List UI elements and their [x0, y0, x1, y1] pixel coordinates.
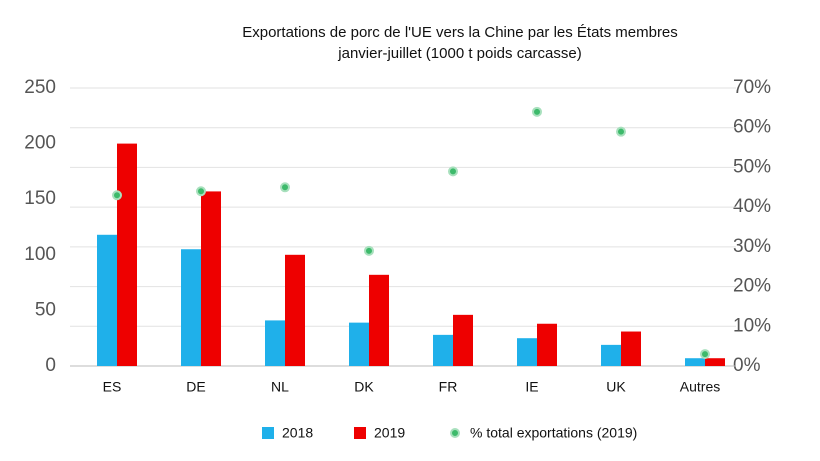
dot [280, 182, 290, 193]
bar [621, 331, 641, 366]
y-tick-label: 150 [24, 188, 56, 209]
y-tick-label: 200 [24, 133, 56, 154]
y2-tick-label: 20% [733, 276, 771, 297]
dot [196, 186, 206, 197]
dot [112, 190, 122, 201]
bar [453, 314, 473, 366]
legend-marker [262, 427, 274, 439]
dot [448, 166, 458, 177]
bar [685, 358, 705, 366]
bar [705, 358, 725, 366]
y2-tick-label: 30% [733, 236, 771, 257]
y2-tick-label: 40% [733, 196, 771, 217]
bar [97, 234, 117, 366]
y2-tick-label: 0% [733, 355, 761, 376]
x-tick-label: DE [186, 379, 205, 395]
dot [364, 245, 374, 256]
bar [537, 323, 557, 366]
bar [285, 254, 305, 366]
legend-label: 2019 [374, 425, 405, 441]
y2-tick-label: 50% [733, 156, 771, 177]
y-tick-label: 100 [24, 244, 56, 265]
legend-label: 2018 [282, 425, 313, 441]
y2-tick-label: 70% [733, 77, 771, 98]
y-tick-label: 0 [45, 355, 56, 376]
legend-label: % total exportations (2019) [470, 425, 637, 441]
bar [433, 334, 453, 366]
bar [517, 338, 537, 366]
bar [349, 322, 369, 366]
y-tick-label: 50 [35, 299, 56, 320]
chart-title: Exportations de porc de l'UE vers la Chi… [242, 24, 678, 62]
bar [265, 320, 285, 366]
bar [201, 191, 221, 366]
x-tick-label: ES [103, 379, 122, 395]
bar [117, 143, 137, 366]
dot [532, 106, 542, 117]
legend-marker [354, 427, 366, 439]
y-tick-label: 250 [24, 77, 56, 98]
x-tick-label: IE [525, 379, 538, 395]
dot [700, 349, 710, 360]
y2-tick-label: 10% [733, 315, 771, 336]
dot [616, 126, 626, 137]
bar [181, 249, 201, 366]
x-tick-label: UK [606, 379, 626, 395]
x-tick-label: NL [271, 379, 289, 395]
y2-tick-label: 60% [733, 117, 771, 138]
x-tick-label: FR [439, 379, 458, 395]
bar [369, 274, 389, 366]
legend-marker [450, 428, 460, 438]
x-tick-label: Autres [680, 379, 720, 395]
x-tick-label: DK [354, 379, 374, 395]
bar [601, 344, 621, 366]
